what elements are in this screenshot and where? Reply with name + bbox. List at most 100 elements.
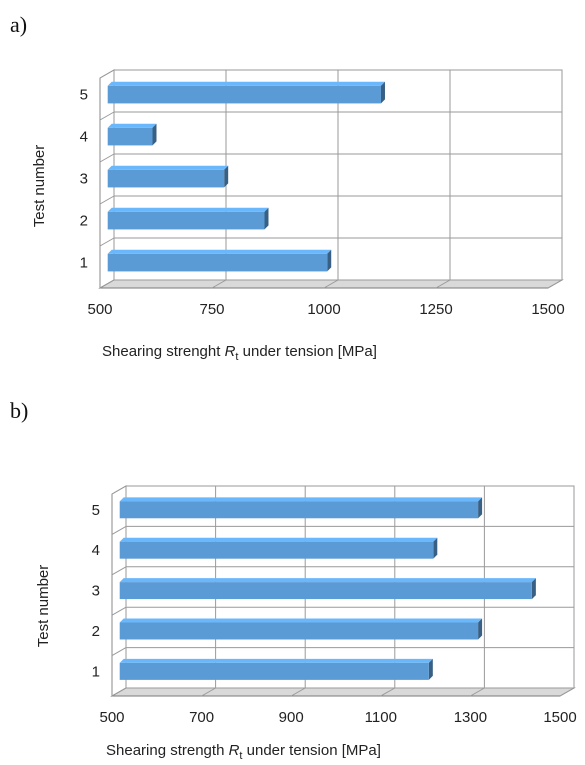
chart-a-y-tick-label: 4 (80, 129, 88, 146)
panel-a-label: a) (10, 12, 27, 37)
chart-a-floor-gridline (99, 279, 115, 289)
chart-a-side-gridline (99, 111, 115, 121)
chart-a-xlabel-symbol: R (225, 343, 236, 360)
chart-b-y-tick-label: 1 (92, 663, 100, 680)
chart-a-bar-end (264, 207, 269, 230)
chart-b-x-tick-label: 1300 (454, 709, 487, 726)
chart-b-bar-top (119, 658, 433, 663)
chart-b-bar-4 (119, 537, 438, 559)
chart-a-bar-top (107, 123, 157, 128)
chart-b-floor-gridline (290, 687, 306, 697)
panel-a: a) 500 750 1000 1250 1500 5 4 3 2 1 Shearing str… (10, 12, 565, 363)
chart-a-y-axis-title: Test number (31, 145, 48, 228)
chart-b-floor-gridline (111, 687, 127, 697)
chart-b-x-tick-label: 500 (99, 709, 124, 726)
chart-b: 500 700 900 1100 1300 1500 5 4 3 2 1 Shearing str… (35, 485, 577, 762)
chart-a-x-tick-label: 1250 (419, 301, 452, 318)
chart-b-floor-gridline (380, 687, 396, 697)
chart-b-bar-top (119, 618, 483, 623)
chart-a-side-gridline (99, 153, 115, 163)
chart-a-side-gridline (99, 195, 115, 205)
chart-b-y-tick-label: 4 (92, 542, 100, 559)
chart-a-bar-front (107, 127, 153, 146)
chart-b-bar-2 (119, 618, 483, 640)
chart-a-floor-gridline (323, 279, 339, 289)
chart-a-y-tick-label: 5 (80, 87, 88, 104)
chart-b-bar-5 (119, 497, 483, 519)
chart-b-bar-3 (119, 578, 536, 600)
chart-a-grid (99, 69, 563, 289)
chart-b-bar-top (119, 537, 438, 542)
chart-a-xlabel-suffix: under tension [MPa] (238, 343, 376, 360)
chart-b-floor-gridline (470, 687, 485, 697)
chart-a-x-tick-label: 1000 (307, 301, 340, 318)
chart-b-y-tick-label: 5 (92, 502, 100, 519)
chart-a: 500 750 1000 1250 1500 5 4 3 2 1 Shearing streng… (31, 69, 565, 363)
chart-a-bars (107, 81, 385, 272)
chart-a-bar-top (107, 165, 229, 170)
chart-b-bar-top (119, 497, 483, 502)
panel-b-label: b) (10, 398, 28, 423)
chart-b-floor-gridline (559, 687, 575, 697)
chart-b-grid (111, 485, 575, 697)
chart-a-bar-end (152, 123, 157, 146)
chart-a-bar-4 (107, 123, 157, 146)
chart-b-y-axis-title: Test number (35, 565, 52, 648)
chart-a-xlabel-prefix: Shearing strenght (102, 343, 225, 360)
chart-b-x-tick-labels: 500 700 900 1100 1300 1500 (99, 709, 576, 726)
chart-b-bar-front (119, 582, 532, 600)
chart-b-xlabel-prefix: Shearing strength (106, 742, 229, 759)
chart-b-floor-gridline (201, 687, 216, 697)
chart-b-bar-front (119, 501, 479, 519)
chart-b-bar-end (531, 578, 536, 600)
chart-b-side-gridline (111, 566, 127, 576)
chart-a-y-tick-label: 3 (80, 171, 88, 188)
chart-b-bar-front (119, 622, 479, 640)
chart-b-bar-front (119, 541, 434, 559)
chart-b-xlabel-sub: t (239, 750, 242, 762)
chart-a-bar-3 (107, 165, 229, 188)
chart-a-bar-top (107, 81, 385, 86)
chart-a-y-tick-labels: 5 4 3 2 1 (80, 87, 88, 272)
chart-a-x-tick-label: 500 (87, 301, 112, 318)
chart-a-bar-front (107, 169, 225, 188)
chart-a-side-gridline (99, 237, 115, 247)
chart-a-xlabel-sub: t (235, 351, 238, 363)
chart-b-bar-front (119, 662, 429, 680)
panel-b: b) 500 700 900 1100 1300 1500 5 4 3 2 1 Shearing … (10, 398, 577, 762)
chart-a-y-tick-label: 2 (80, 213, 88, 230)
chart-b-y-tick-label: 2 (92, 623, 100, 640)
chart-b-x-tick-label: 700 (189, 709, 214, 726)
chart-b-side-gridline (111, 485, 127, 495)
chart-a-floor-gridline (435, 279, 451, 289)
chart-a-side-gridline (99, 69, 115, 79)
chart-a-x-tick-labels: 500 750 1000 1250 1500 (87, 301, 564, 318)
chart-a-floor-gridline (547, 279, 563, 289)
chart-b-x-axis-title: Shearing strength Rt under tension [MPa] (106, 742, 381, 762)
chart-b-bars (119, 497, 536, 680)
chart-b-floor (110, 687, 576, 697)
chart-a-bar-end (327, 249, 332, 272)
chart-b-bar-end (478, 497, 483, 519)
chart-a-x-tick-label: 750 (199, 301, 224, 318)
chart-b-xlabel-suffix: under tension [MPa] (242, 742, 380, 759)
chart-a-bar-front (107, 253, 328, 272)
chart-a-bar-5 (107, 81, 385, 104)
chart-a-bar-top (107, 207, 269, 212)
chart-a-bar-end (380, 81, 385, 104)
chart-b-side-gridline (111, 525, 127, 535)
chart-b-bar-end (433, 537, 438, 559)
chart-a-x-axis-title: Shearing strenght Rt under tension [MPa] (102, 343, 377, 363)
chart-b-bar-1 (119, 658, 433, 680)
chart-a-bar-top (107, 249, 332, 254)
chart-b-x-tick-label: 900 (279, 709, 304, 726)
chart-b-side-gridline (111, 647, 127, 657)
chart-a-bar-front (107, 85, 381, 104)
chart-a-bar-front (107, 211, 265, 230)
chart-a-y-tick-label: 1 (80, 255, 88, 272)
chart-b-x-tick-label: 1500 (543, 709, 576, 726)
chart-a-x-tick-label: 1500 (531, 301, 564, 318)
chart-b-bar-top (119, 578, 536, 583)
chart-b-side-gridline (111, 606, 127, 616)
